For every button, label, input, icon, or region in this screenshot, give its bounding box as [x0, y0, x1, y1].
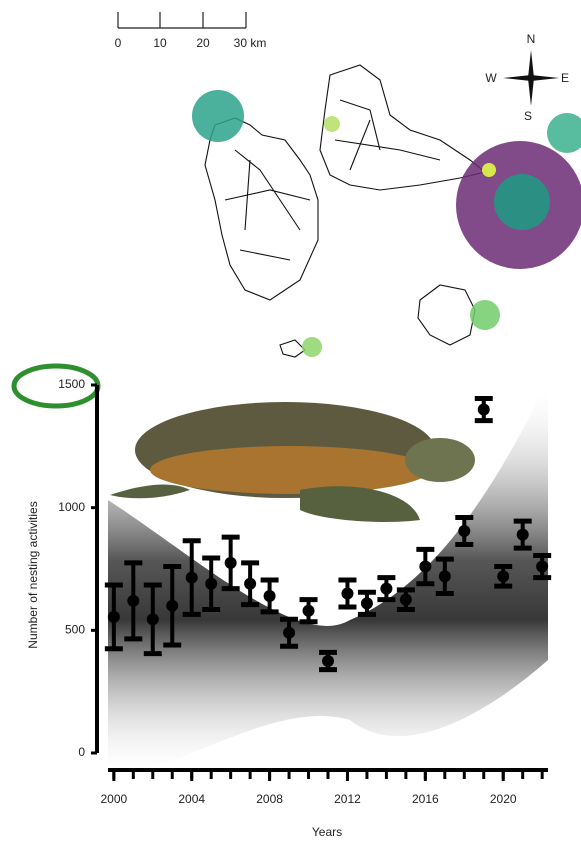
y-axis-label: Number of nesting activities [26, 501, 40, 648]
point [185, 571, 198, 584]
point [399, 593, 412, 606]
point [536, 560, 549, 573]
turtle-illustration [110, 402, 475, 522]
point [205, 577, 218, 590]
scale-label: 20 [196, 36, 210, 50]
point [419, 560, 432, 573]
x-tick-label: 2004 [178, 792, 205, 806]
compass-label: N [527, 32, 536, 46]
point [477, 403, 490, 416]
point [283, 626, 296, 639]
highlight-ring [11, 363, 101, 409]
compass-label: E [561, 71, 569, 85]
scale-label: 0 [115, 36, 122, 50]
point [166, 599, 179, 612]
x-tick-label: 2020 [490, 792, 517, 806]
island-outlines [204, 64, 487, 358]
x-tick-label: 2008 [256, 792, 283, 806]
point [244, 577, 257, 590]
point [341, 587, 354, 600]
x-tick-label: 2000 [100, 792, 127, 806]
point [302, 604, 315, 617]
scale-bar [117, 12, 247, 29]
y-tick-label: 1000 [58, 500, 85, 514]
scale-label: 30 km [234, 36, 267, 50]
point [458, 524, 471, 537]
map-circles [192, 90, 581, 357]
compass-label: S [524, 109, 532, 123]
point [360, 597, 373, 610]
point [438, 570, 451, 583]
point [263, 589, 276, 602]
compass-label: W [485, 71, 497, 85]
point [516, 528, 529, 541]
y-tick-label: 1500 [58, 377, 85, 391]
point [224, 556, 237, 569]
point [127, 594, 140, 607]
point [497, 570, 510, 583]
trend-band [108, 380, 548, 780]
point [146, 613, 159, 626]
scale-label: 10 [153, 36, 167, 50]
point [380, 582, 393, 595]
point [322, 655, 334, 667]
x-tick-label: 2016 [412, 792, 439, 806]
point [107, 610, 120, 623]
x-axis-label: Years [312, 825, 342, 839]
x-tick-label: 2012 [334, 792, 361, 806]
compass [503, 50, 559, 106]
y-tick-label: 0 [78, 745, 85, 759]
y-tick-label: 500 [65, 623, 85, 637]
